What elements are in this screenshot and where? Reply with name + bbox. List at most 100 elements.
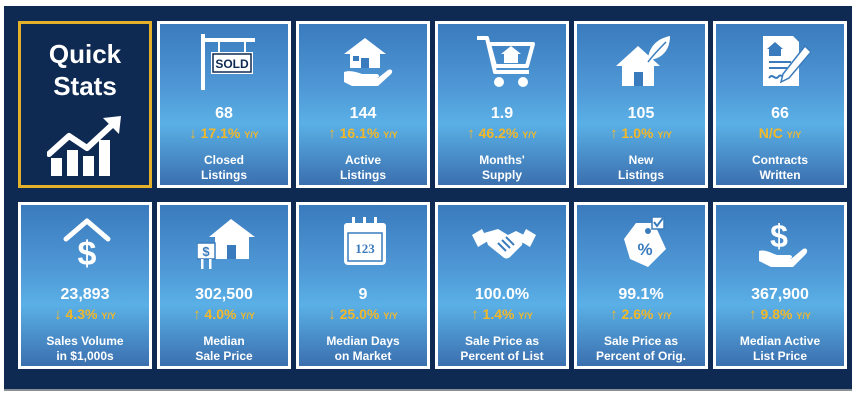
handshake-icon	[472, 229, 536, 259]
sold-sign-icon: SOLD	[201, 34, 255, 90]
svg-text:%: %	[637, 240, 652, 259]
median-active-list-value: 367,900	[751, 286, 809, 303]
label-line-2: Sale Price	[195, 349, 253, 363]
change-percent: 16.1%	[339, 125, 380, 141]
label-line-1: Median Days	[326, 334, 400, 348]
label-line-2: Supply	[481, 168, 522, 182]
yy-label: Y/Y	[518, 311, 533, 321]
card-new-listings: 105 ↑ 1.0% Y/Y New Listings	[574, 21, 708, 188]
yy-label: Y/Y	[101, 311, 116, 321]
card-closed-listings: SOLD 68 ↓ 17.1% Y/Y Closed Listings	[157, 21, 291, 188]
sale-price-list-change: ↑ 1.4% Y/Y	[438, 306, 566, 323]
card-median-days-on-market: 123 9 ↓ 25.0% Y/Y Median Days on Market	[296, 202, 430, 369]
calendar-icon: 123	[344, 217, 386, 265]
label-line-1: New	[628, 153, 654, 167]
median-sale-price-label: Median Sale Price	[160, 334, 288, 364]
median-sale-price-change: ↑ 4.0% Y/Y	[160, 306, 288, 323]
label-line-1: Median	[203, 334, 245, 348]
change-percent: 9.8%	[760, 306, 793, 322]
label-line-1: Sale Price as	[464, 334, 540, 348]
up-arrow-icon: ↑	[467, 125, 475, 142]
label-line-2: Listings	[617, 168, 664, 182]
quick-stats-panel: Quick Stats SOLD 68 ↓ 17.1% Y/Y Closed Li…	[4, 6, 852, 389]
new-listings-change: ↑ 1.0% Y/Y	[577, 125, 705, 142]
median-sale-price-value: 302,500	[195, 286, 253, 303]
up-arrow-icon: ↑	[610, 125, 618, 142]
card-months-supply: 1.9 ↑ 46.2% Y/Y Months' Supply	[435, 21, 569, 188]
svg-text:$: $	[770, 218, 788, 254]
label-line-2: Listings	[339, 168, 386, 182]
up-arrow-icon: ↑	[328, 125, 336, 142]
change-percent: 46.2%	[478, 125, 519, 141]
label-line-1: Sales Volume	[46, 334, 124, 348]
card-sale-price-percent-orig: % 99.1% ↑ 2.6% Y/Y Sale Price as Percent …	[574, 202, 708, 369]
active-listings-label: Active Listings	[299, 153, 427, 183]
months-supply-label: Months' Supply	[438, 153, 566, 183]
card-active-listings: 144 ↑ 16.1% Y/Y Active Listings	[296, 21, 430, 188]
median-active-list-change: ↑ 9.8% Y/Y	[716, 306, 844, 323]
active-listings-change: ↑ 16.1% Y/Y	[299, 125, 427, 142]
median-active-list-label: Median Active List Price	[716, 334, 844, 364]
yy-label: Y/Y	[383, 311, 398, 321]
change-percent: 1.0%	[621, 125, 654, 141]
house-in-hand-icon	[344, 38, 393, 86]
title-line-1: Quick	[48, 39, 122, 69]
label-line-1: Months'	[479, 153, 525, 167]
card-median-sale-price: $ 302,500 ↑ 4.0% Y/Y Median Sale Price	[157, 202, 291, 369]
quick-stats-title: Quick Stats	[21, 38, 149, 102]
sales-volume-change: ↓ 4.3% Y/Y	[21, 306, 149, 323]
contracts-written-change: N/C Y/Y	[716, 125, 844, 141]
down-arrow-icon: ↓	[189, 125, 197, 142]
change-percent: 4.3%	[65, 306, 98, 322]
new-listings-value: 105	[627, 105, 655, 122]
dollar-hand-icon: $	[759, 218, 808, 267]
up-arrow-icon: ↑	[610, 306, 618, 323]
sales-volume-label: Sales Volume in $1,000s	[21, 334, 149, 364]
label-line-2: List Price	[752, 349, 808, 363]
yy-label: Y/Y	[657, 130, 672, 140]
label-line-2: Written	[759, 168, 801, 182]
title-line-2: Stats	[53, 71, 117, 101]
median-days-change: ↓ 25.0% Y/Y	[299, 306, 427, 323]
new-listings-label: New Listings	[577, 153, 705, 183]
card-sales-volume: $ 23,893 ↓ 4.3% Y/Y Sales Volume in $1,00…	[18, 202, 152, 369]
contracts-written-value: 66	[771, 105, 789, 122]
yy-label: Y/Y	[240, 311, 255, 321]
change-percent: 25.0%	[339, 306, 380, 322]
closed-listings-change: ↓ 17.1% Y/Y	[160, 125, 288, 142]
chart-up-icon	[47, 116, 121, 176]
sale-price-orig-change: ↑ 2.6% Y/Y	[577, 306, 705, 323]
card-contracts-written: 66 N/C Y/Y Contracts Written	[713, 21, 847, 188]
down-arrow-icon: ↓	[54, 306, 62, 323]
house-dollar-icon: $	[63, 218, 111, 271]
up-arrow-icon: ↑	[471, 306, 479, 323]
months-supply-change: ↑ 46.2% Y/Y	[438, 125, 566, 142]
yy-label: Y/Y	[522, 130, 537, 140]
house-price-sign-icon: $	[197, 219, 255, 269]
months-supply-value: 1.9	[490, 105, 514, 122]
card-median-active-list-price: $ 367,900 ↑ 9.8% Y/Y Median Active List P…	[713, 202, 847, 369]
yy-label: Y/Y	[796, 311, 811, 321]
quick-stats-title-card: Quick Stats	[18, 21, 152, 188]
up-arrow-icon: ↑	[749, 306, 757, 323]
median-days-value: 9	[358, 286, 368, 303]
label-line-2: on Market	[334, 349, 392, 363]
change-percent: 1.4%	[482, 306, 515, 322]
label-line-1: Median Active	[739, 334, 821, 348]
active-listings-value: 144	[349, 105, 377, 122]
change-percent: N/C	[758, 125, 783, 141]
up-arrow-icon: ↑	[193, 306, 201, 323]
label-line-1: Sale Price as	[603, 334, 679, 348]
label-line-2: Listings	[200, 168, 247, 182]
card-sale-price-percent-list: 100.0% ↑ 1.4% Y/Y Sale Price as Percent o…	[435, 202, 569, 369]
median-days-label: Median Days on Market	[299, 334, 427, 364]
yy-label: Y/Y	[383, 130, 398, 140]
sale-price-orig-label: Sale Price as Percent of Orig.	[577, 334, 705, 364]
sold-sign-text: SOLD	[215, 57, 249, 71]
closed-listings-value: 68	[215, 105, 233, 122]
label-line-2: Percent of Orig.	[595, 349, 687, 363]
shopping-cart-house-icon	[477, 36, 535, 87]
label-line-2: in $1,000s	[56, 349, 114, 363]
label-line-2: Percent of List	[460, 349, 544, 363]
yy-label: Y/Y	[657, 311, 672, 321]
